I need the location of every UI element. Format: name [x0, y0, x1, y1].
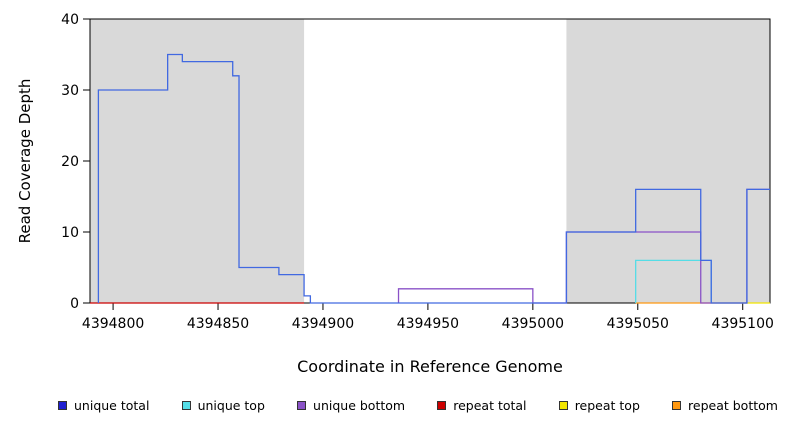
legend-key-icon	[297, 401, 307, 410]
series-unique-total	[97, 53, 770, 304]
y-tick-label: 40	[61, 12, 79, 28]
y-tick-label: 10	[61, 225, 79, 241]
legend-key-icon	[181, 401, 191, 410]
chart-legend: unique total unique top unique bottom repea…	[0, 398, 792, 413]
legend-item-unique-top: unique top	[181, 398, 265, 413]
legend-item-unique-bottom: unique bottom	[297, 398, 405, 413]
legend-label: repeat total	[453, 398, 527, 413]
x-axis-title: Coordinate in Reference Genome	[297, 357, 563, 376]
legend-label: repeat bottom	[688, 398, 778, 413]
y-tick-label: 20	[61, 154, 79, 170]
legend-item-repeat-total: repeat total	[437, 398, 527, 413]
legend-item-repeat-bottom: repeat bottom	[672, 398, 778, 413]
legend-item-unique-total: unique total	[58, 398, 149, 413]
y-tick-label: 30	[61, 83, 79, 99]
y-axis-title: Read Coverage Depth	[16, 79, 34, 244]
x-tick-label: 4395050	[607, 316, 669, 332]
legend-label: unique top	[197, 398, 265, 413]
shaded-region	[566, 19, 770, 303]
legend-key-icon	[672, 401, 682, 410]
x-tick-label: 4394900	[292, 316, 354, 332]
legend-item-repeat-top: repeat top	[558, 398, 640, 413]
x-tick-label: 4394800	[82, 316, 144, 332]
plot-area: 0 10 20 30 40 4394800 4394850 4394900 4394950 439…	[61, 12, 774, 332]
x-tick-label: 4394850	[187, 316, 249, 332]
legend-label: repeat top	[574, 398, 640, 413]
legend-key-icon	[437, 401, 447, 410]
shaded-region	[90, 19, 305, 303]
x-tick-label: 4395000	[502, 316, 564, 332]
legend-key-icon	[58, 401, 67, 410]
y-tick-label: 0	[70, 296, 79, 312]
legend-label: unique bottom	[313, 398, 406, 413]
x-tick-label: 4394950	[397, 316, 459, 332]
legend-key-icon	[558, 401, 568, 410]
x-tick-label: 4395100	[712, 316, 774, 332]
legend-label: unique total	[74, 398, 150, 413]
coverage-chart: 0 10 20 30 40 4394800 4394850 4394900 4394950 439…	[16, 12, 774, 376]
